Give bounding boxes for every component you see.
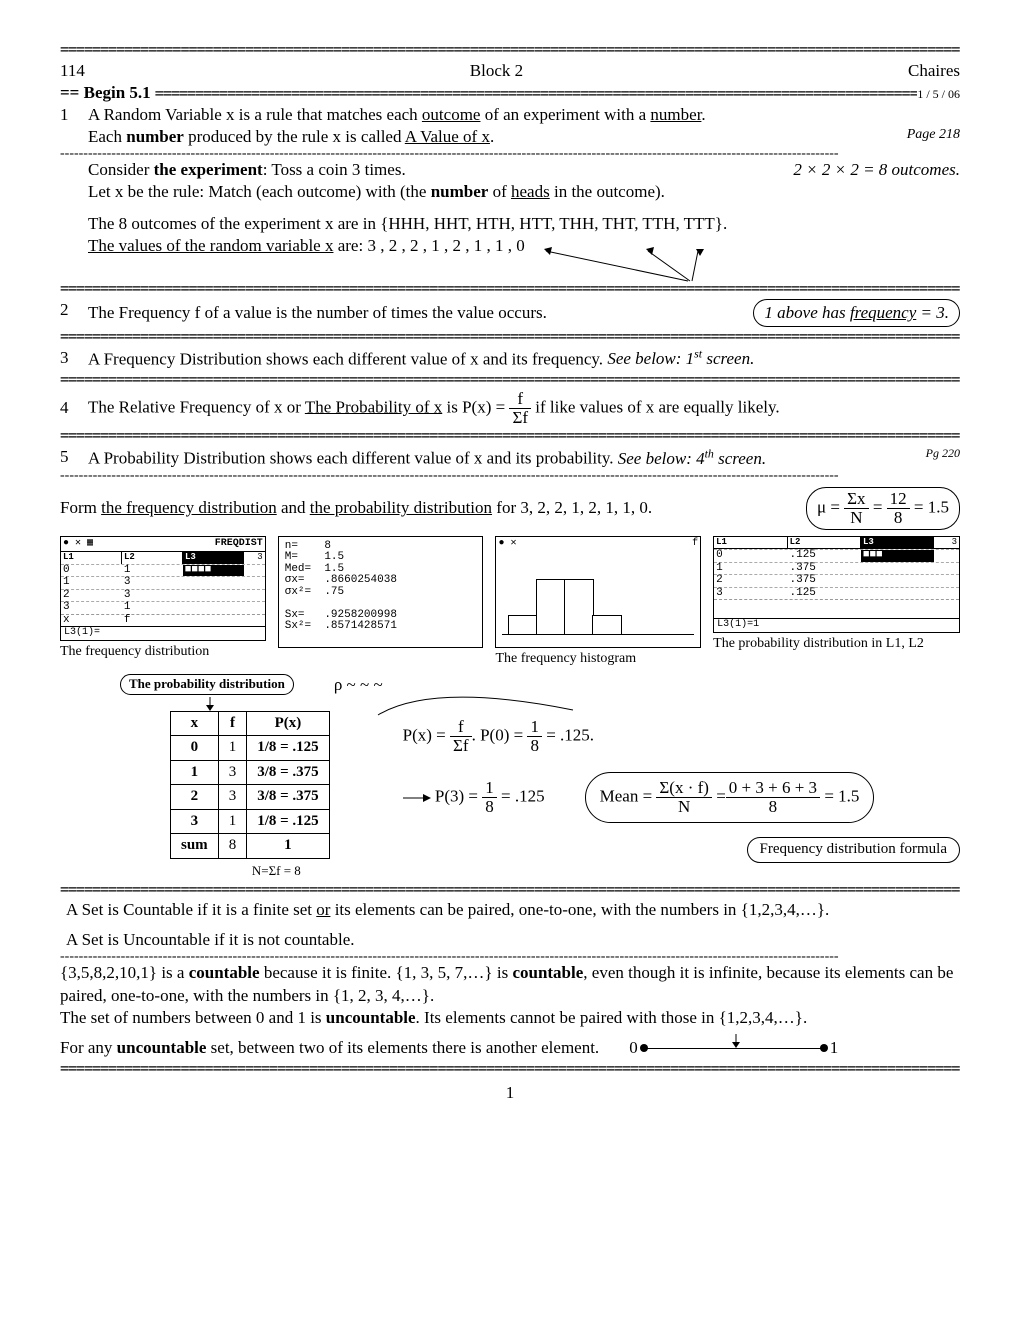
item-4: 4 The Relative Frequency of x or The Pro… [60, 390, 960, 427]
page-ref-220: Pg 220 [926, 446, 960, 462]
freq-dist-formula-label: Frequency distribution formula [747, 837, 960, 863]
rule-4: ========================================… [60, 370, 960, 390]
prob-table-section: The probability distribution ρ ~ ~ ~ xfP… [60, 674, 960, 880]
begin-date: 1 / 5 / 06 [917, 87, 960, 103]
p3-formula: P(3) = 18 = .125 Mean = Σ(x · f)N =0 + 3… [403, 772, 960, 823]
sum-note: N=Σf = 8 [170, 863, 383, 880]
countable-examples: {3,5,8,2,10,1} is a countable because it… [60, 962, 960, 1028]
values-list: are: 3 , 2 , 2 , 1 , 2 , 1 , 1 , 0 [333, 236, 524, 255]
number-line: 0 1 [629, 1037, 838, 1059]
item-num: 1 [60, 104, 88, 148]
item-3: 3 A Frequency Distribution shows each di… [60, 347, 960, 371]
px-formula: P(x) = fΣf. P(0) = 18 = .125. [403, 718, 960, 755]
page-ref-218: Page 218 [907, 126, 960, 144]
prob-table: xfP(x) 011/8 = .125133/8 = .375233/8 = .… [170, 711, 330, 859]
freq-callout: 1 above has frequency = 3. [753, 299, 960, 327]
i1-u1: outcome [422, 105, 481, 124]
outcomes-count: 2 × 2 × 2 = 8 outcomes. [793, 159, 960, 181]
rule-2: ========================================… [60, 279, 960, 299]
screen-freqdist: ● ✕ ▦FREQDIST L1 L2 L3 3 01■■■■132331 xf… [60, 536, 266, 661]
rule-6: ========================================… [60, 880, 960, 900]
countable-def: A Set is Countable if it is a finite set… [66, 899, 960, 921]
calc-screens: ● ✕ ▦FREQDIST L1 L2 L3 3 01■■■■132331 xf… [60, 536, 960, 668]
page-number: 1 [60, 1082, 960, 1104]
page-header: 114 Block 2 Chaires [60, 60, 960, 82]
uncountable-property: For any uncountable set, between two of … [60, 1037, 960, 1059]
begin-fill: ========================================… [151, 84, 918, 104]
screen-stats: n= 8 M= 1.5 Med= 1.5 σx= .8660254038 σx²… [278, 536, 484, 648]
hdr-center: Block 2 [470, 60, 523, 82]
prob-dist-label: The probability distribution [120, 674, 294, 695]
item-2: 2 The Frequency f of a value is the numb… [60, 299, 960, 327]
arrows-to-ones-icon [518, 247, 748, 285]
rule-dash-1: ----------------------------------------… [60, 148, 960, 159]
caption-4: The probability distribution in L1, L2 [713, 635, 960, 653]
mu-callout: μ = ΣxN = 128 = 1.5 [806, 487, 960, 530]
item-5: 5 A Probability Distribution shows each … [60, 446, 960, 470]
i1-u2: number [650, 105, 701, 124]
arrow-curve-icon [373, 680, 593, 720]
formula-col: P(x) = fΣf. P(0) = 18 = .125. P(3) = 18 … [403, 674, 960, 863]
rule-dash-2: ----------------------------------------… [60, 470, 960, 481]
screen-histogram: ● ✕f The frequency histogram [495, 536, 701, 668]
form-line: Form the frequency distribution and the … [60, 487, 960, 530]
px-frac: fΣf [509, 390, 531, 427]
uncountable-def: A Set is Uncountable if it is not counta… [66, 929, 960, 951]
hdr-right: Chaires [908, 60, 960, 82]
rule-dash-3: ----------------------------------------… [60, 951, 960, 962]
hdr-left: 114 [60, 60, 85, 82]
arrow-down-icon [200, 697, 220, 711]
i1-line1a: A Random Variable x is a rule that match… [88, 105, 422, 124]
outcomes-list: The 8 outcomes of the experiment x are i… [88, 214, 727, 233]
rule-7: ========================================… [60, 1059, 960, 1079]
rule-3: ========================================… [60, 327, 960, 347]
rule-5: ========================================… [60, 426, 960, 446]
experiment-block: Consider the experiment: Toss a coin 3 t… [88, 159, 960, 257]
caption-3: The frequency histogram [495, 650, 701, 668]
begin-label: == Begin 5.1 [60, 82, 151, 104]
mean-formula: Mean = Σ(x · f)N =0 + 3 + 6 + 38 = 1.5 [585, 772, 875, 823]
arrow-down-small-icon [730, 1034, 742, 1048]
arrow-right-icon [403, 792, 431, 804]
screen-probdist: L1 L2 L3 3 0.125■■■1.3752.3753.125 L3(1)… [713, 536, 960, 653]
prob-table-col: The probability distribution ρ ~ ~ ~ xfP… [60, 674, 383, 880]
caption-1: The frequency distribution [60, 643, 266, 661]
begin-line: == Begin 5.1 ===========================… [60, 82, 960, 104]
rule-top: ========================================… [60, 40, 960, 60]
item-1: 1 A Random Variable x is a rule that mat… [60, 104, 960, 148]
freq-def: The Frequency f of a value is the number… [88, 302, 547, 324]
